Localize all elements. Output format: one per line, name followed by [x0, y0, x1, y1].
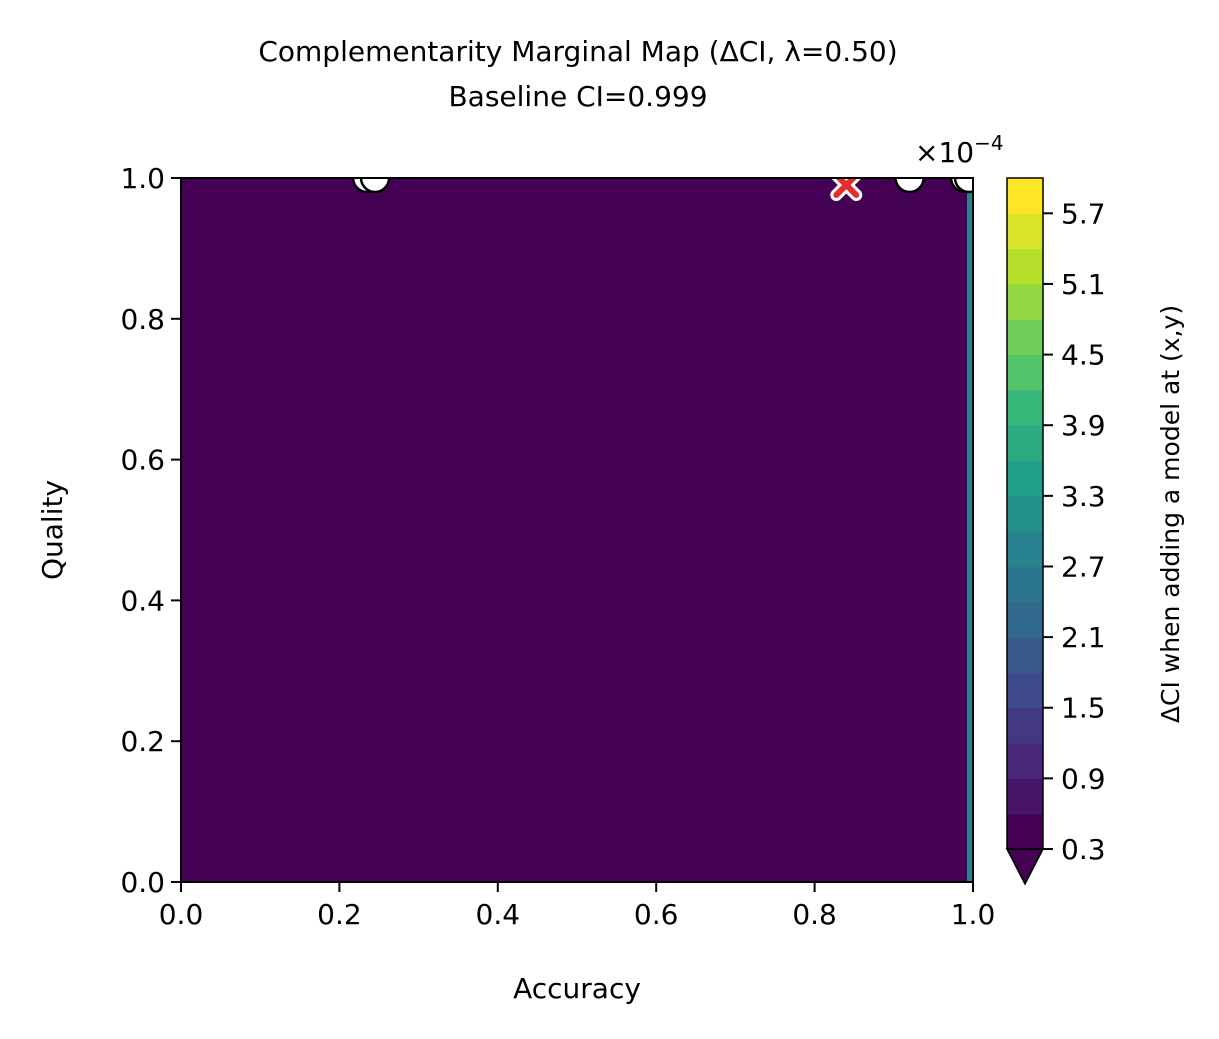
- colorbar-level: [1007, 319, 1043, 356]
- chart-subtitle: Baseline CI=0.999: [448, 80, 707, 113]
- existing-model-point: [359, 178, 391, 194]
- colorbar-level: [1007, 778, 1043, 815]
- colorbar-level: [1007, 178, 1043, 214]
- colorbar: 0.3 0.9 1.5 2.1 2.7 3.3 3.9 4.5 5.1 5.7 ×10−4 ΔCI…: [915, 131, 1185, 886]
- x-tick-label: 0.2: [317, 898, 362, 931]
- colorbar-tick-label: 4.5: [1061, 339, 1106, 372]
- colorbar-level: [1007, 248, 1043, 285]
- colorbar-tick-label: 5.1: [1061, 268, 1106, 301]
- y-tick-label: 0.2: [120, 725, 165, 758]
- colorbar-level: [1007, 531, 1043, 568]
- colorbar-tick-label: 3.9: [1061, 409, 1106, 442]
- colorbar-level: [1007, 389, 1043, 426]
- y-tick-label: 1.0: [120, 162, 165, 195]
- colorbar-tick-label: 0.9: [1061, 762, 1106, 795]
- colorbar-tick-label: 2.1: [1061, 621, 1106, 654]
- colorbar-tick-label: 0.3: [1061, 833, 1106, 866]
- chart-title: Complementarity Marginal Map (ΔCI, λ=0.5…: [258, 35, 897, 68]
- colorbar-tick-label: 3.3: [1061, 480, 1106, 513]
- x-tick-label: 0.4: [476, 898, 521, 931]
- colorbar-level: [1007, 601, 1043, 638]
- plot-frame: [180, 177, 974, 883]
- colorbar-level: [1007, 283, 1043, 320]
- colorbar-level: [1007, 672, 1043, 709]
- x-tick-label: 0.8: [792, 898, 837, 931]
- colorbar-level: [1007, 495, 1043, 532]
- y-tick-label: 0.4: [120, 584, 165, 617]
- colorbar-level: [1007, 707, 1043, 744]
- x-axis-label: Accuracy: [513, 972, 641, 1005]
- colorbar-extend-min: [1005, 848, 1045, 886]
- x-tick-label: 1.0: [951, 898, 996, 931]
- existing-model-point: [894, 178, 925, 194]
- x-axis: 0.0 0.2 0.4 0.6 0.8 1.0: [159, 882, 996, 931]
- colorbar-tick-label: 1.5: [1061, 692, 1106, 725]
- colorbar-level: [1007, 460, 1043, 497]
- colorbar-multiplier: ×10−4: [915, 131, 1004, 169]
- y-tick-label: 0.8: [120, 303, 165, 336]
- y-axis-label: Quality: [36, 480, 69, 580]
- colorbar-level: [1007, 354, 1043, 391]
- existing-model-point: [953, 178, 973, 194]
- y-tick-label: 0.0: [120, 866, 165, 899]
- heatmap-field: [181, 178, 973, 882]
- x-tick-label: 0.6: [634, 898, 679, 931]
- colorbar-level: [1007, 743, 1043, 779]
- y-tick-label: 0.6: [120, 444, 165, 477]
- colorbar-level: [1007, 813, 1043, 850]
- colorbar-label: ΔCI when adding a model at (x,y): [1156, 305, 1185, 723]
- colorbar-level: [1007, 566, 1043, 603]
- y-axis: 0.0 0.2 0.4 0.6 0.8 1.0: [120, 162, 181, 899]
- heatmap-edge-band: [967, 178, 973, 882]
- colorbar-tick-label: 5.7: [1061, 197, 1106, 230]
- plot-area: [180, 177, 974, 883]
- colorbar-level: [1007, 213, 1043, 250]
- colorbar-level: [1007, 637, 1043, 674]
- x-tick-label: 0.0: [159, 898, 204, 931]
- colorbar-tick-label: 2.7: [1061, 550, 1106, 583]
- colorbar-level: [1007, 425, 1043, 462]
- colorbar-frame: [1006, 177, 1044, 850]
